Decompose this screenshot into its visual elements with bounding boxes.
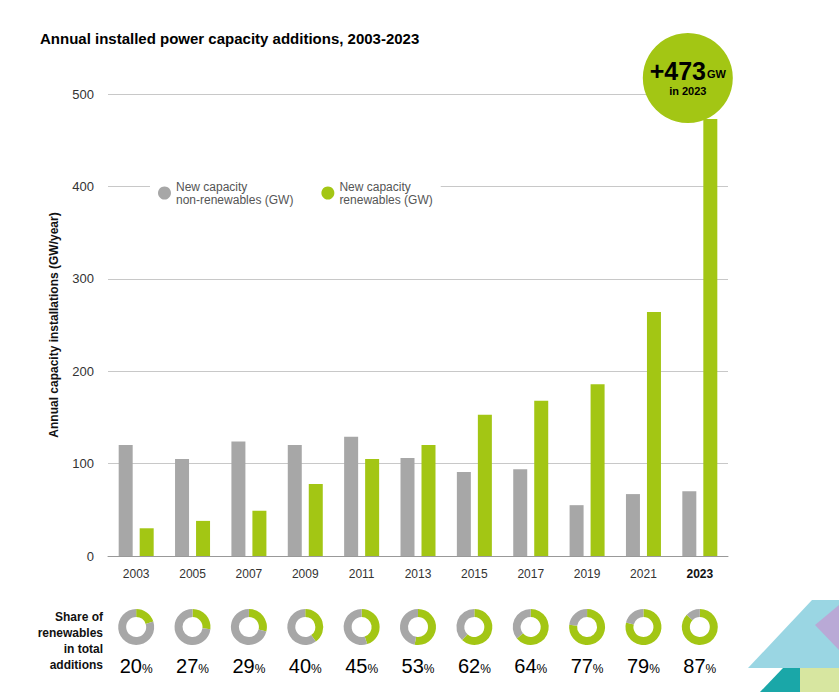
svg-text:%: % — [706, 662, 717, 676]
svg-text:2019: 2019 — [574, 567, 601, 581]
svg-text:in 2023: in 2023 — [669, 85, 706, 97]
svg-text:79: 79 — [627, 655, 649, 677]
svg-text:29: 29 — [232, 655, 254, 677]
svg-text:77: 77 — [571, 655, 593, 677]
svg-text:2011: 2011 — [349, 567, 375, 581]
svg-text:%: % — [480, 662, 491, 676]
svg-text:2021: 2021 — [630, 567, 657, 581]
svg-text:53: 53 — [402, 655, 424, 677]
svg-text:additions: additions — [50, 658, 104, 672]
svg-text:2023: 2023 — [686, 567, 713, 581]
svg-text:%: % — [142, 662, 153, 676]
svg-text:%: % — [367, 662, 378, 676]
svg-text:+473: +473 — [650, 57, 706, 85]
svg-text:27: 27 — [176, 655, 198, 677]
svg-text:87: 87 — [683, 655, 705, 677]
svg-text:200: 200 — [72, 364, 94, 379]
svg-text:Annual installed power capacit: Annual installed power capacity addition… — [40, 30, 419, 47]
svg-text:20: 20 — [120, 655, 142, 677]
svg-text:%: % — [593, 662, 604, 676]
svg-text:New capacity: New capacity — [339, 180, 410, 194]
svg-text:GW: GW — [707, 68, 727, 80]
svg-text:2007: 2007 — [236, 567, 263, 581]
svg-text:%: % — [311, 662, 322, 676]
svg-text:100: 100 — [72, 456, 94, 471]
svg-text:in total: in total — [64, 642, 103, 656]
svg-text:62: 62 — [458, 655, 480, 677]
svg-text:Share of: Share of — [55, 610, 104, 624]
svg-text:%: % — [649, 662, 660, 676]
svg-text:40: 40 — [289, 655, 311, 677]
svg-text:%: % — [537, 662, 548, 676]
svg-text:45: 45 — [345, 655, 367, 677]
svg-text:400: 400 — [72, 179, 94, 194]
svg-text:New capacity: New capacity — [176, 180, 247, 194]
svg-text:renewables (GW): renewables (GW) — [339, 193, 432, 207]
svg-text:2009: 2009 — [292, 567, 319, 581]
svg-text:renewables: renewables — [38, 626, 104, 640]
svg-text:Annual capacity installations: Annual capacity installations (GW/year) — [47, 212, 61, 437]
svg-text:%: % — [255, 662, 266, 676]
svg-text:64: 64 — [514, 655, 536, 677]
svg-text:non-renewables (GW): non-renewables (GW) — [176, 193, 293, 207]
svg-text:%: % — [424, 662, 435, 676]
svg-text:2005: 2005 — [179, 567, 206, 581]
svg-text:300: 300 — [72, 271, 94, 286]
svg-text:2003: 2003 — [123, 567, 150, 581]
svg-text:2013: 2013 — [405, 567, 432, 581]
svg-text:2015: 2015 — [461, 567, 488, 581]
svg-text:0: 0 — [87, 549, 94, 564]
svg-text:500: 500 — [72, 87, 94, 102]
svg-text:%: % — [198, 662, 209, 676]
svg-text:2017: 2017 — [517, 567, 544, 581]
